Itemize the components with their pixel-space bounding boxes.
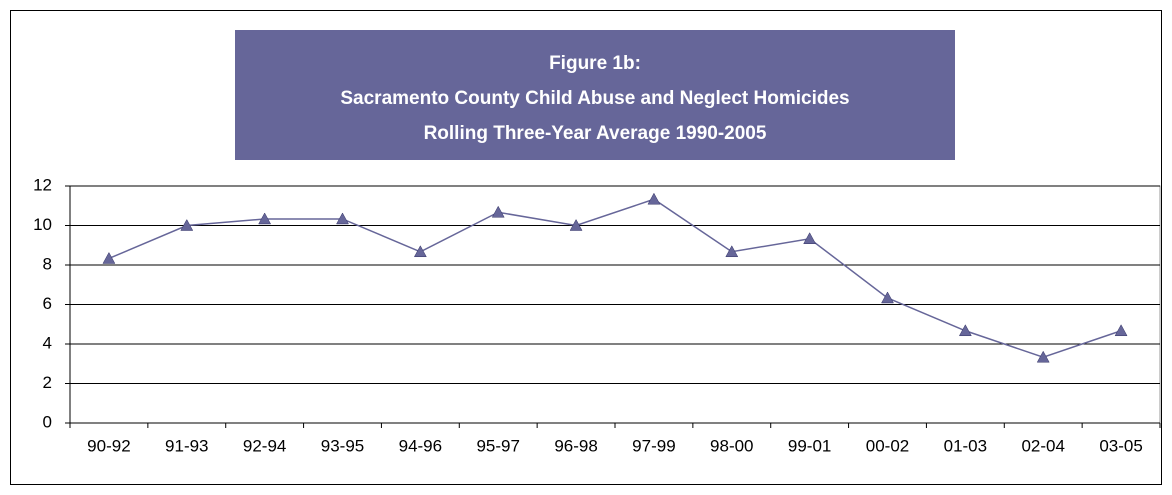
- x-tick-label: 97-99: [632, 436, 675, 455]
- line: [108, 198, 1122, 359]
- marker: [958, 324, 972, 337]
- x-tick-label: 03-05: [1099, 436, 1142, 455]
- marker: [258, 212, 272, 225]
- y-tick-label: 2: [43, 373, 52, 392]
- chart-title: Rolling Three-Year Average 1990-2005: [424, 123, 767, 144]
- x-tick-label: 90-92: [87, 436, 130, 455]
- marker: [180, 218, 194, 231]
- x-tick-label: 02-04: [1021, 436, 1064, 455]
- marker: [1036, 350, 1050, 363]
- y-tick-label: 0: [43, 412, 52, 431]
- y-tick-label: 10: [33, 215, 52, 234]
- x-tick-label: 92-94: [243, 436, 286, 455]
- marker: [336, 212, 349, 225]
- marker: [881, 291, 894, 304]
- y-tick-label: 4: [43, 333, 52, 352]
- x-tick-label: 98-00: [710, 436, 753, 455]
- title-box: [235, 30, 955, 160]
- y-tick-label: 8: [43, 254, 52, 273]
- chart-title: Sacramento County Child Abuse and Neglec…: [340, 88, 849, 109]
- x-tick-label: 96-98: [554, 436, 597, 455]
- marker: [413, 245, 427, 258]
- marker: [803, 232, 817, 244]
- marker: [102, 251, 116, 264]
- marker: [491, 205, 505, 218]
- x-tick-label: 93-95: [321, 436, 364, 455]
- y-tick-label: 6: [43, 294, 52, 313]
- x-tick-label: 94-96: [399, 436, 442, 455]
- x-tick-label: 99-01: [788, 436, 831, 455]
- marker: [1114, 324, 1128, 337]
- x-tick-label: 00-02: [866, 436, 909, 455]
- chart-title: Figure 1b:: [549, 53, 641, 74]
- x-tick-label: 95-97: [476, 436, 519, 455]
- y-tick-label: 12: [33, 175, 52, 194]
- marker: [725, 245, 739, 258]
- marker: [569, 218, 583, 231]
- x-tick-label: 91-93: [165, 436, 208, 455]
- marker: [647, 192, 661, 205]
- x-tick-label: 01-03: [944, 436, 987, 455]
